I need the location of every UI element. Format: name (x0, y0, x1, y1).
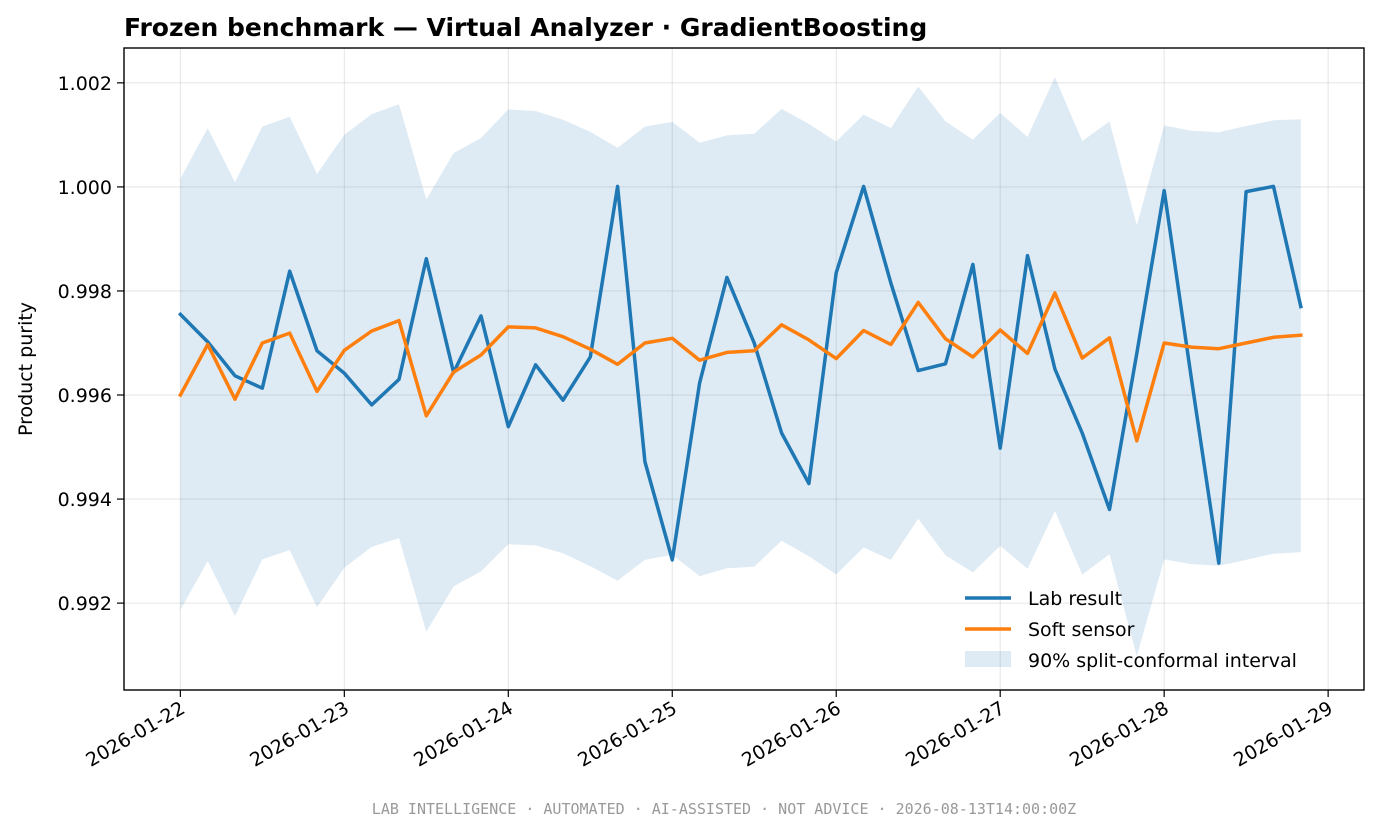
x-tick-label: 2026-01-26 (738, 697, 845, 771)
y-tick-label: 0.994 (58, 489, 112, 511)
chart-title: Frozen benchmark — Virtual Analyzer · Gr… (124, 13, 927, 42)
x-tick-label: 2026-01-23 (246, 697, 353, 771)
lab-result-line (177, 184, 1303, 565)
x-tick-label: 2026-01-24 (410, 697, 517, 771)
y-tick-label: 0.992 (58, 593, 112, 615)
x-tick-label: 2026-01-27 (902, 697, 1009, 771)
x-tick-label: 2026-01-22 (82, 697, 189, 771)
grid (124, 48, 1364, 690)
y-tick-label: 1.000 (58, 177, 112, 199)
soft-sensor-line (178, 291, 1303, 443)
legend-swatch-interval (965, 651, 1011, 667)
legend-label-lab-result: Lab result (1028, 588, 1122, 610)
footer-disclaimer: LAB INTELLIGENCE · AUTOMATED · AI-ASSIST… (372, 800, 1076, 818)
x-tick-label: 2026-01-28 (1066, 697, 1173, 771)
y-axis-label: Product purity (15, 302, 37, 436)
legend-label-soft-sensor: Soft sensor (1028, 619, 1135, 641)
y-tick-label: 0.996 (58, 385, 112, 407)
plot-frame (123, 47, 1365, 691)
x-tick-label: 2026-01-25 (574, 697, 681, 771)
y-tick-label: 0.998 (58, 281, 112, 303)
conformal-interval-band (180, 77, 1301, 657)
x-axis: 2026-01-22 2026-01-23 2026-01-24 2026-01-25… (82, 690, 1337, 772)
x-tick-label: 2026-01-29 (1230, 697, 1337, 771)
legend-label-interval: 90% split-conformal interval (1028, 650, 1297, 672)
y-tick-label: 1.002 (58, 73, 112, 95)
legend: Lab result Soft sensor 90% split-conform… (965, 588, 1297, 672)
y-axis: 0.992 0.994 0.996 0.998 1.000 1.002 (58, 73, 124, 615)
